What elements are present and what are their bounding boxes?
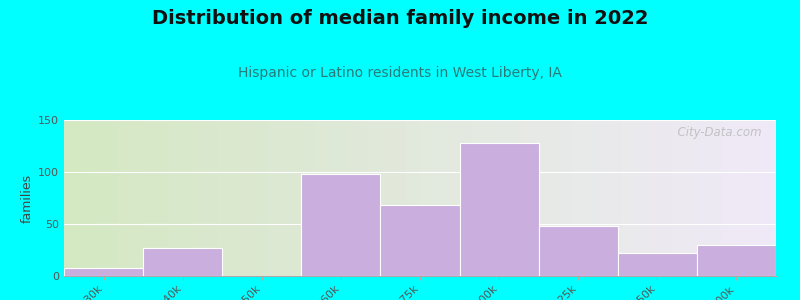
Text: Hispanic or Latino residents in West Liberty, IA: Hispanic or Latino residents in West Lib… (238, 66, 562, 80)
Bar (143, 248, 222, 276)
Bar (697, 245, 776, 276)
Text: Distribution of median family income in 2022: Distribution of median family income in … (152, 9, 648, 28)
Bar (618, 253, 697, 276)
Bar (538, 226, 618, 276)
Bar (381, 205, 459, 276)
Bar (459, 143, 538, 276)
Bar (302, 174, 381, 276)
Y-axis label: families: families (21, 173, 34, 223)
Text: City-Data.com: City-Data.com (670, 126, 762, 139)
Bar (64, 268, 143, 276)
